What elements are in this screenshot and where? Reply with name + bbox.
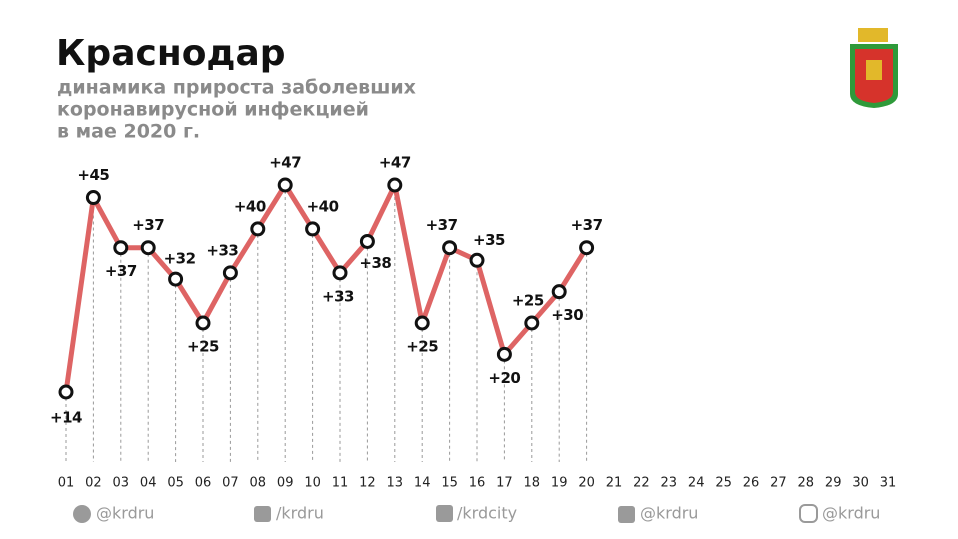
footer-handle: @krdru xyxy=(96,504,154,523)
x-tick-label: 12 xyxy=(359,476,376,491)
marker xyxy=(305,221,321,237)
data-label: +33 xyxy=(206,241,238,259)
data-label: +33 xyxy=(322,287,354,305)
twitter-icon xyxy=(618,506,635,523)
x-tick-label: 16 xyxy=(469,476,486,491)
data-label: +30 xyxy=(551,306,583,324)
x-tick-label: 28 xyxy=(798,476,815,491)
footer-handle: /krdru xyxy=(276,504,324,523)
marker xyxy=(414,315,430,331)
x-tick-label: 07 xyxy=(222,476,239,491)
subtitle: коронавирусной инфекцией xyxy=(57,99,369,121)
marker xyxy=(277,177,293,193)
data-label: +25 xyxy=(512,292,544,310)
x-tick-label: 18 xyxy=(524,476,541,491)
footer-handle: @krdru xyxy=(822,504,880,523)
x-tick-label: 31 xyxy=(880,476,897,491)
x-tick-label: 08 xyxy=(250,476,267,491)
data-label: +47 xyxy=(379,154,411,172)
marker xyxy=(85,190,101,206)
marker xyxy=(195,315,211,331)
instagram-icon xyxy=(799,504,818,523)
coat-of-arms xyxy=(850,28,898,108)
footer: @krdru /krdru /krdcity @krdru @krdru xyxy=(73,504,880,523)
x-tick-label: 14 xyxy=(414,476,431,491)
x-tick-label: 20 xyxy=(578,476,595,491)
marker xyxy=(222,265,238,281)
x-tick-label: 13 xyxy=(387,476,404,491)
marker xyxy=(168,271,184,287)
data-label: +20 xyxy=(488,369,520,387)
data-label: +38 xyxy=(359,254,391,272)
marker xyxy=(387,177,403,193)
data-label: +14 xyxy=(50,409,82,427)
subtitle: динамика прироста заболевших xyxy=(57,77,416,99)
subtitle: в мае 2020 г. xyxy=(57,121,200,143)
telegram-icon xyxy=(73,505,91,523)
x-tick-label: 21 xyxy=(606,476,623,491)
x-tick-label: 11 xyxy=(332,476,349,491)
data-label: +47 xyxy=(269,154,301,172)
marker xyxy=(58,384,74,400)
marker xyxy=(469,252,485,268)
marker xyxy=(332,265,348,281)
marker xyxy=(524,315,540,331)
chart-title: Краснодар xyxy=(56,33,286,74)
marker xyxy=(551,284,567,300)
data-label: +35 xyxy=(473,231,505,249)
x-tick-label: 10 xyxy=(304,476,321,491)
x-tick-label: 24 xyxy=(688,476,705,491)
data-label: +37 xyxy=(571,216,603,234)
data-label: +40 xyxy=(307,197,339,215)
data-label: +37 xyxy=(132,216,164,234)
x-tick-label: 05 xyxy=(167,476,184,491)
data-label: +45 xyxy=(77,166,109,184)
data-label: +40 xyxy=(234,197,266,215)
footer-handle: /krdcity xyxy=(457,504,517,523)
x-tick-label: 01 xyxy=(58,476,75,491)
x-tick-label: 19 xyxy=(551,476,568,491)
data-label: +25 xyxy=(406,338,438,356)
data-label: +37 xyxy=(426,216,458,234)
marker xyxy=(579,240,595,256)
marker xyxy=(250,221,266,237)
x-tick-label: 26 xyxy=(743,476,760,491)
x-tick-label: 15 xyxy=(441,476,458,491)
x-tick-label: 17 xyxy=(496,476,513,491)
x-tick-label: 29 xyxy=(825,476,842,491)
marker xyxy=(496,346,512,362)
x-tick-label: 04 xyxy=(140,476,157,491)
footer-handle: @krdru xyxy=(640,504,698,523)
marker xyxy=(113,240,129,256)
x-tick-label: 23 xyxy=(661,476,678,491)
x-tick-label: 25 xyxy=(715,476,732,491)
data-label: +37 xyxy=(105,262,137,280)
x-tick-label: 06 xyxy=(195,476,212,491)
data-label: +32 xyxy=(164,250,196,268)
marker xyxy=(442,240,458,256)
marker xyxy=(140,240,156,256)
x-tick-label: 02 xyxy=(85,476,102,491)
vk-icon xyxy=(254,506,271,522)
facebook-icon xyxy=(436,505,453,522)
x-tick-label: 22 xyxy=(633,476,650,491)
x-tick-label: 03 xyxy=(113,476,130,491)
x-tick-label: 09 xyxy=(277,476,294,491)
marker xyxy=(359,233,375,249)
data-label: +25 xyxy=(187,338,219,356)
x-tick-label: 27 xyxy=(770,476,787,491)
x-tick-label: 30 xyxy=(852,476,869,491)
